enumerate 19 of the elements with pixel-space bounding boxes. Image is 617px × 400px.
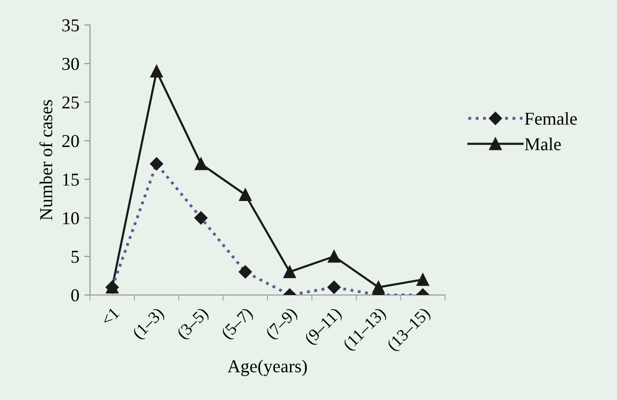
y-tick-label: 25 [62,96,79,109]
point [283,266,296,278]
y-tick-label: 35 [62,19,79,32]
y-tick-label: 15 [63,174,79,186]
y-tick-label: 20 [62,134,79,148]
y-tick-label: 10 [63,212,79,224]
x-axis-title: Age(years) [228,360,307,376]
x-tick-label: <1 [100,307,120,326]
point [239,188,252,201]
point [194,158,208,170]
point [416,273,430,286]
point [150,65,163,78]
y-axis-title: Number of cases [39,100,52,220]
y-tick-label: 30 [62,58,79,70]
point [328,250,340,263]
y-tick-label: 5 [72,250,79,263]
legend-label: Male [524,138,561,150]
legend-label: Female [524,112,577,125]
y-tick-label: 0 [71,289,79,302]
